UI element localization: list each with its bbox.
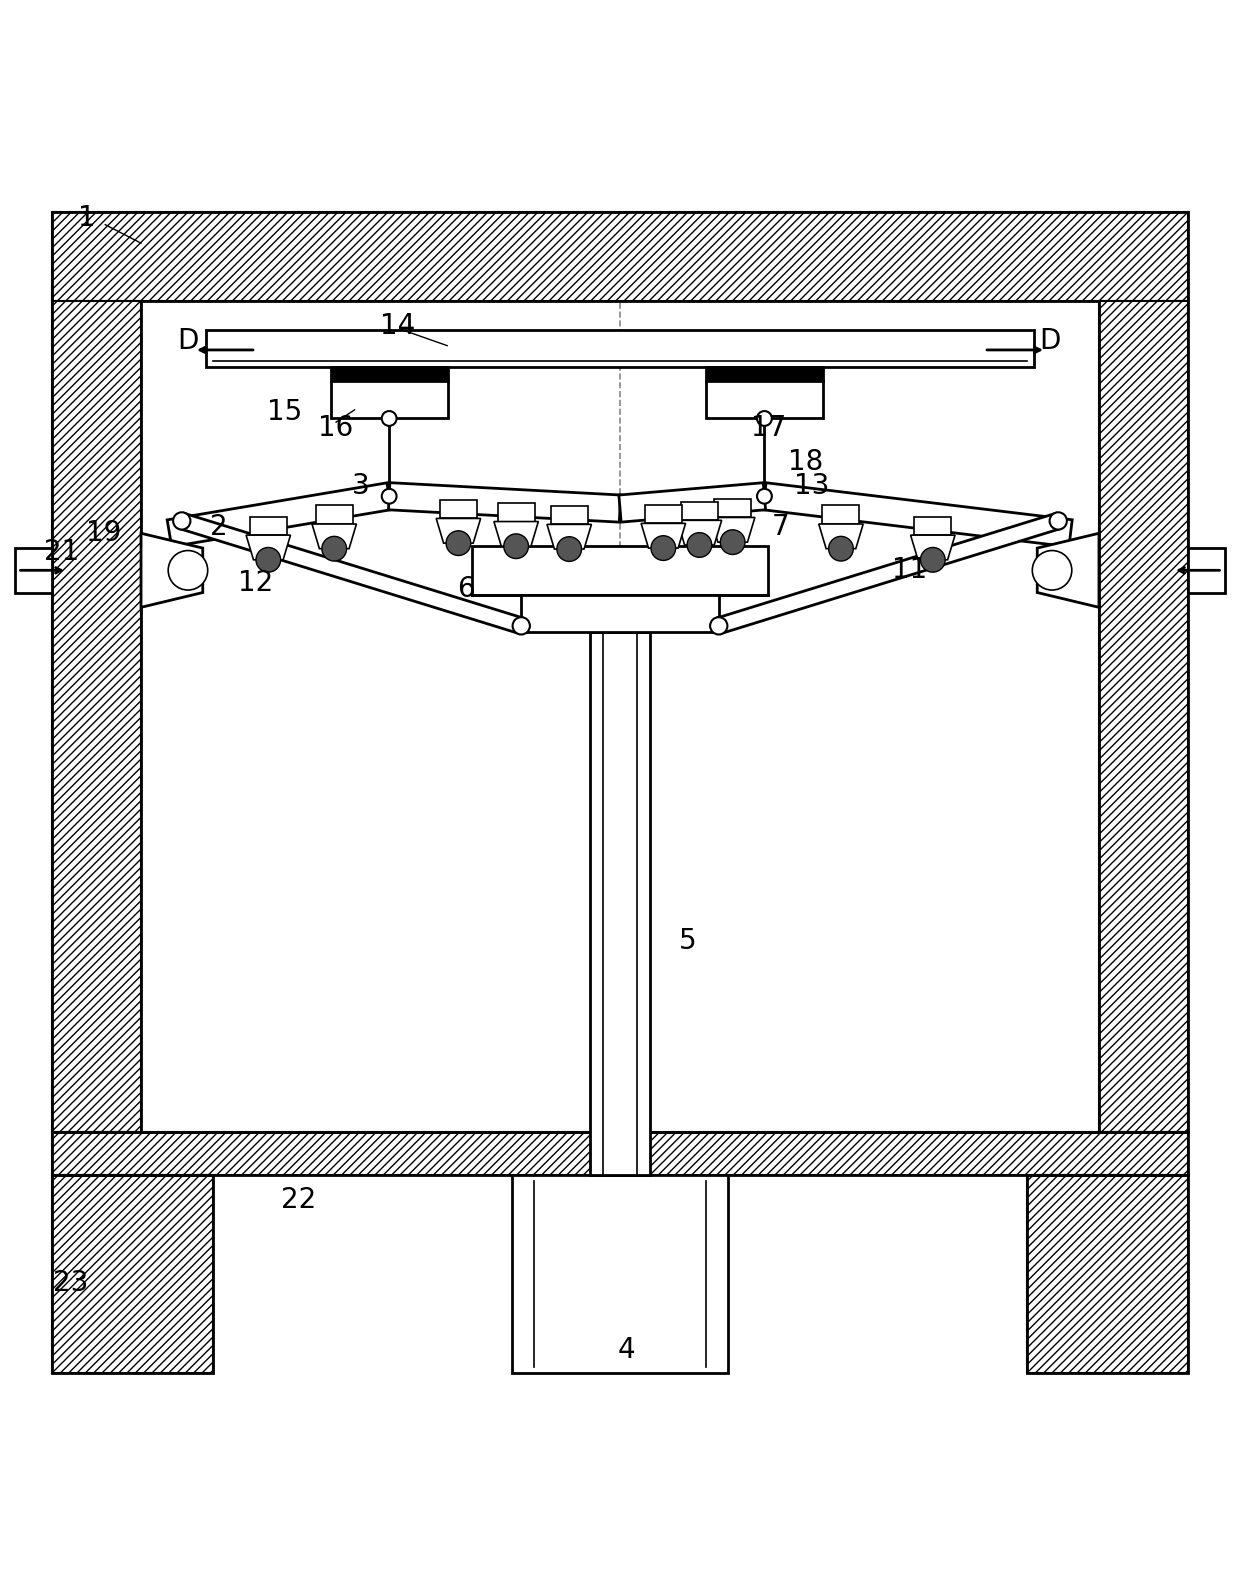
Text: 14: 14 xyxy=(381,312,415,339)
Polygon shape xyxy=(717,514,1060,634)
Text: 6: 6 xyxy=(456,575,475,602)
Polygon shape xyxy=(436,518,481,544)
Bar xyxy=(1099,301,1188,1132)
Circle shape xyxy=(322,536,346,561)
Text: 7: 7 xyxy=(771,514,790,540)
Bar xyxy=(822,506,859,525)
Text: 22: 22 xyxy=(281,1186,316,1214)
Bar xyxy=(15,548,52,593)
Polygon shape xyxy=(711,517,755,542)
Bar xyxy=(331,366,448,418)
Bar xyxy=(52,212,1188,301)
Text: 12: 12 xyxy=(238,569,274,596)
Circle shape xyxy=(720,529,745,555)
Polygon shape xyxy=(1037,533,1099,607)
Circle shape xyxy=(687,533,712,558)
Bar xyxy=(52,212,1188,1132)
Circle shape xyxy=(174,512,191,529)
Bar xyxy=(645,506,682,523)
Circle shape xyxy=(446,531,471,555)
Bar xyxy=(706,366,823,382)
Bar xyxy=(497,502,534,521)
Text: 16: 16 xyxy=(319,414,353,442)
Circle shape xyxy=(1049,512,1066,529)
Bar xyxy=(590,632,650,1174)
Polygon shape xyxy=(312,525,356,548)
Bar xyxy=(512,1174,728,1373)
Text: D: D xyxy=(177,327,198,355)
Text: 11: 11 xyxy=(893,556,928,585)
Circle shape xyxy=(920,547,945,572)
Text: 4: 4 xyxy=(618,1336,635,1365)
Polygon shape xyxy=(910,536,955,560)
Text: 21: 21 xyxy=(45,537,79,566)
Bar xyxy=(472,545,768,594)
Bar xyxy=(52,1174,212,1373)
Polygon shape xyxy=(547,525,591,548)
Bar xyxy=(331,366,448,382)
Bar xyxy=(249,517,286,536)
Bar xyxy=(706,366,823,418)
Text: 17: 17 xyxy=(750,414,786,442)
Polygon shape xyxy=(180,514,523,634)
Bar xyxy=(52,301,141,1132)
Text: 3: 3 xyxy=(352,472,370,501)
Circle shape xyxy=(382,488,397,504)
Circle shape xyxy=(382,411,397,426)
Circle shape xyxy=(828,536,853,561)
Text: 18: 18 xyxy=(787,447,823,476)
Bar xyxy=(1028,1174,1188,1373)
Text: D: D xyxy=(1039,327,1060,355)
Polygon shape xyxy=(619,483,765,521)
Bar xyxy=(714,499,751,517)
Polygon shape xyxy=(494,521,538,547)
Circle shape xyxy=(651,536,676,561)
Text: 5: 5 xyxy=(680,927,697,954)
Circle shape xyxy=(758,488,771,504)
Polygon shape xyxy=(818,525,863,548)
Bar xyxy=(52,1132,1188,1174)
Text: 1: 1 xyxy=(78,204,95,233)
Bar xyxy=(681,502,718,520)
Text: 13: 13 xyxy=(794,472,830,501)
Polygon shape xyxy=(763,483,1073,547)
Bar xyxy=(551,506,588,525)
Circle shape xyxy=(758,411,771,426)
Text: 2: 2 xyxy=(210,514,228,540)
Polygon shape xyxy=(388,483,621,521)
Bar xyxy=(914,517,951,536)
Bar xyxy=(1188,548,1225,593)
Circle shape xyxy=(711,617,728,634)
Circle shape xyxy=(169,550,207,590)
Bar xyxy=(521,594,719,632)
Bar xyxy=(141,301,1099,1132)
Bar xyxy=(316,506,352,525)
Text: 23: 23 xyxy=(53,1268,88,1297)
Bar xyxy=(52,1174,212,1373)
Bar xyxy=(207,330,1033,366)
Text: 15: 15 xyxy=(267,398,301,426)
Circle shape xyxy=(255,547,280,572)
Text: 19: 19 xyxy=(87,520,122,547)
Polygon shape xyxy=(167,483,392,547)
Circle shape xyxy=(557,537,582,561)
Circle shape xyxy=(503,534,528,558)
Bar xyxy=(52,1132,1188,1174)
Polygon shape xyxy=(246,536,290,560)
Bar xyxy=(440,499,477,518)
Bar xyxy=(1028,1174,1188,1373)
Circle shape xyxy=(512,617,529,634)
Polygon shape xyxy=(641,523,686,548)
Polygon shape xyxy=(141,533,203,607)
Polygon shape xyxy=(677,520,722,545)
Circle shape xyxy=(1033,550,1071,590)
